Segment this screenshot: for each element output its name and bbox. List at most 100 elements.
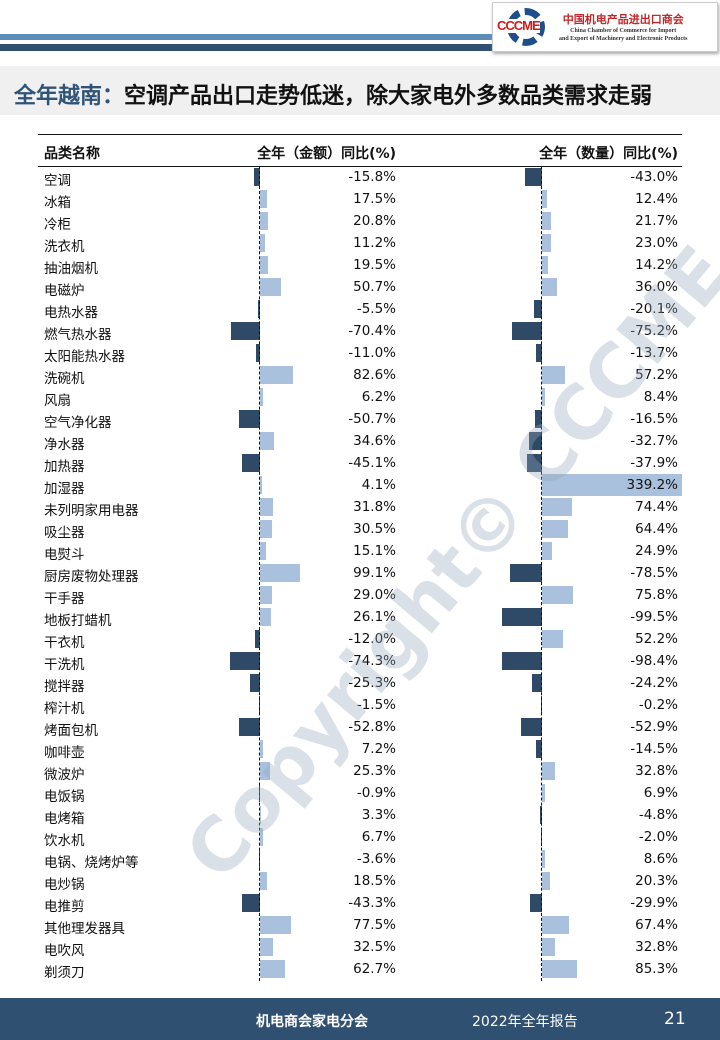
- quantity-value: 20.3%: [635, 873, 678, 889]
- quantity-value: 64.4%: [635, 521, 678, 537]
- quantity-bar: [529, 894, 542, 912]
- amount-bar: [241, 454, 260, 472]
- quantity-value: 12.4%: [635, 191, 678, 207]
- table-row: 洗衣机 11.2% 23.0%: [38, 232, 682, 255]
- category-name: 电饭锅: [44, 789, 85, 805]
- quantity-bar: [524, 168, 542, 186]
- category-name: 风扇: [44, 393, 71, 409]
- quantity-value: -32.7%: [630, 433, 678, 449]
- category-name: 电推剪: [44, 899, 85, 915]
- logo-name-cn: 中国机电产品进出口商会: [562, 13, 684, 26]
- header-name: 品类名称: [44, 146, 100, 162]
- quantity-bar: [528, 432, 542, 450]
- amount-value: 82.6%: [353, 367, 396, 383]
- quantity-bar: [542, 542, 553, 560]
- table-row: 微波炉 25.3% 32.8%: [38, 760, 682, 783]
- table-row: 电吹风 32.5% 32.8%: [38, 936, 682, 959]
- quantity-value: 24.9%: [635, 543, 678, 559]
- table-row: 电熨斗 15.1% 24.9%: [38, 540, 682, 563]
- table-row: 电推剪 -43.3% -29.9%: [38, 892, 682, 915]
- table-row: 搅拌器 -25.3% -24.2%: [38, 672, 682, 695]
- quantity-value: -13.7%: [630, 345, 678, 361]
- table-row: 太阳能热水器 -11.0% -13.7%: [38, 342, 682, 365]
- quantity-value: -24.2%: [630, 675, 678, 691]
- quantity-axis: [541, 166, 542, 981]
- table-row: 风扇 6.2% 8.4%: [38, 386, 682, 409]
- amount-value: -45.1%: [348, 455, 396, 471]
- gear-logo-icon: CCCME: [497, 6, 555, 48]
- quantity-value: -98.4%: [630, 653, 678, 669]
- quantity-value: -75.2%: [630, 323, 678, 339]
- table-row: 咖啡壶 7.2% -14.5%: [38, 738, 682, 761]
- quantity-bar: [542, 388, 546, 406]
- footer-org: 机电商会家电分会: [256, 1014, 368, 1030]
- quantity-value: 36.0%: [635, 279, 678, 295]
- table-row: 未列明家用电器 31.8% 74.4%: [38, 496, 682, 519]
- amount-bar: [260, 498, 273, 516]
- quantity-value: -4.8%: [638, 807, 678, 823]
- table-row: 干衣机 -12.0% 52.2%: [38, 628, 682, 651]
- quantity-bar: [542, 190, 548, 208]
- table-row: 吸尘器 30.5% 64.4%: [38, 518, 682, 541]
- quantity-bar: [542, 498, 573, 516]
- amount-bar: [260, 234, 265, 252]
- quantity-bar: [520, 718, 542, 736]
- quantity-value: -2.0%: [638, 829, 678, 845]
- quantity-bar: [542, 234, 552, 252]
- table-row: 电烤箱 3.3% -4.8%: [38, 804, 682, 827]
- category-name: 空气净化器: [44, 415, 112, 431]
- amount-value: -70.4%: [348, 323, 396, 339]
- quantity-bar: [542, 256, 548, 274]
- category-name: 电锅、烧烤炉等: [44, 855, 139, 871]
- quantity-value: 8.6%: [643, 851, 678, 867]
- header-stripe-light: [0, 34, 500, 40]
- footer-report: 2022年全年报告: [472, 1014, 578, 1030]
- quantity-bar: [536, 344, 542, 362]
- category-name: 吸尘器: [44, 525, 85, 541]
- logo-name-en-1: China Chamber of Commerce for Import: [570, 28, 677, 34]
- amount-bar: [260, 212, 269, 230]
- amount-value: -43.3%: [348, 895, 396, 911]
- amount-bar: [260, 586, 272, 604]
- amount-value: -3.6%: [356, 851, 396, 867]
- amount-value: -50.7%: [348, 411, 396, 427]
- quantity-value: -16.5%: [630, 411, 678, 427]
- amount-bar: [260, 740, 263, 758]
- quantity-value: 339.2%: [626, 477, 678, 493]
- data-table: 品类名称 全年（金额）同比(%) 全年（数量）同比(%): [38, 134, 682, 167]
- quantity-value: -20.1%: [630, 301, 678, 317]
- table-row: 干洗机 -74.3% -98.4%: [38, 650, 682, 673]
- amount-value: 77.5%: [353, 917, 396, 933]
- quantity-bar: [542, 784, 545, 802]
- quantity-value: 32.8%: [635, 939, 678, 955]
- amount-value: 31.8%: [353, 499, 396, 515]
- category-name: 干手器: [44, 591, 85, 607]
- amount-bar: [253, 168, 260, 186]
- category-name: 咖啡壶: [44, 745, 85, 761]
- quantity-value: 6.9%: [643, 785, 678, 801]
- category-name: 干洗机: [44, 657, 85, 673]
- table-row: 电热水器 -5.5% -20.1%: [38, 298, 682, 321]
- quantity-bar: [532, 674, 542, 692]
- category-name: 电吹风: [44, 943, 85, 959]
- amount-bar: [260, 938, 274, 956]
- category-name: 地板打蜡机: [44, 613, 112, 629]
- category-name: 太阳能热水器: [44, 349, 125, 365]
- quantity-value: 21.7%: [635, 213, 678, 229]
- amount-value: 17.5%: [353, 191, 396, 207]
- quantity-value: -78.5%: [630, 565, 678, 581]
- category-name: 未列明家用电器: [44, 503, 139, 519]
- amount-bar: [231, 322, 260, 340]
- amount-bar: [260, 806, 262, 824]
- table-row: 厨房废物处理器 99.1% -78.5%: [38, 562, 682, 585]
- amount-bar: [257, 300, 260, 318]
- header-quantity: 全年（数量）同比(%): [539, 146, 678, 162]
- category-name: 加湿器: [44, 481, 85, 497]
- amount-bar: [260, 542, 267, 560]
- table-row: 燃气热水器 -70.4% -75.2%: [38, 320, 682, 343]
- quantity-bar: [542, 212, 551, 230]
- amount-value: 19.5%: [353, 257, 396, 273]
- amount-bar: [260, 388, 263, 406]
- quantity-bar: [535, 410, 542, 428]
- category-name: 电热水器: [44, 305, 98, 321]
